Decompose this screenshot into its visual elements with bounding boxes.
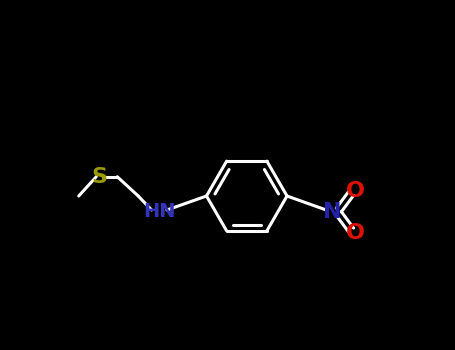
- Text: S: S: [92, 167, 108, 187]
- Text: O: O: [346, 223, 365, 243]
- Text: O: O: [346, 181, 365, 201]
- Text: N: N: [323, 202, 342, 222]
- Text: HN: HN: [143, 202, 176, 221]
